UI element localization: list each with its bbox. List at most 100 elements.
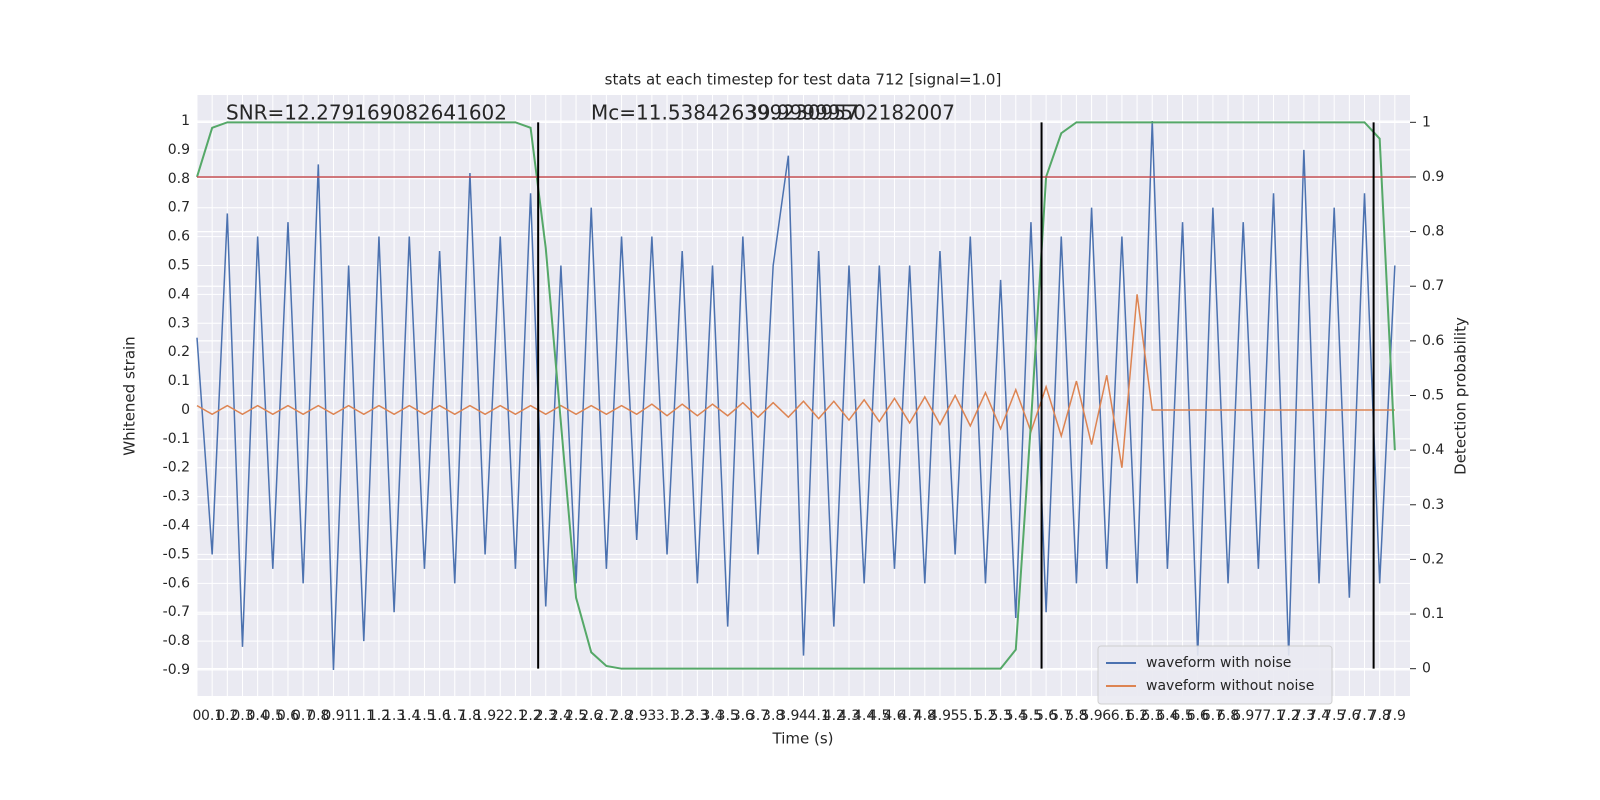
x-tick-label: 2.5	[565, 708, 587, 724]
x-tick-label: 5.7	[1050, 708, 1072, 724]
y-tick-label: 0.1	[168, 373, 190, 389]
y-tick-label: -0.5	[163, 546, 190, 562]
y2-axis-label: Detection probability	[1452, 317, 1470, 475]
x-tick-label: 0.1	[201, 708, 223, 724]
x-tick-label: 0.7	[292, 708, 314, 724]
x-tick-label: 0.8	[307, 708, 329, 724]
y2-tick-label: 0.8	[1422, 224, 1444, 240]
x-tick-label: 6.8	[1217, 708, 1239, 724]
y-tick-label: 0.5	[168, 257, 190, 273]
y-tick-label: -0.8	[163, 633, 190, 649]
y-tick-label: 0.2	[168, 344, 190, 360]
x-tick-label: 2.6	[580, 708, 602, 724]
y-tick-label: 0.8	[168, 171, 190, 187]
x-tick-label: 2.7	[595, 708, 617, 724]
x-tick-label: 7.7	[1353, 708, 1375, 724]
series-line	[196, 294, 1395, 468]
x-tick-label: 7.3	[1293, 708, 1315, 724]
x-tick-label: 1.9	[474, 708, 496, 724]
x-tick-label: 5.2	[974, 708, 996, 724]
x-tick-label: 0.4	[247, 708, 269, 724]
x-tick-label: 6.3	[1141, 708, 1163, 724]
x-tick-label: 7.9	[1384, 708, 1406, 724]
x-tick-label: 1.7	[444, 708, 466, 724]
x-tick-label: 3.1	[656, 708, 678, 724]
annotation: SNR=12.279169082641602	[226, 101, 507, 125]
x-tick-label: 2.9	[626, 708, 648, 724]
x-tick-label: 4.9	[929, 708, 951, 724]
x-tick-label: 0.5	[262, 708, 284, 724]
legend-label: waveform without noise	[1146, 678, 1314, 694]
y-tick-label: 0.6	[168, 229, 190, 245]
x-tick-label: 1.1	[353, 708, 375, 724]
x-tick-label: 6.4	[1156, 708, 1178, 724]
y-tick-label: -0.9	[163, 662, 190, 678]
x-tick-label: 7.8	[1369, 708, 1391, 724]
x-tick-label: 3.2	[671, 708, 693, 724]
x-tick-label: 4.3	[838, 708, 860, 724]
x-tick-label: 2.4	[550, 708, 572, 724]
y2-tick-label: 0	[1422, 661, 1431, 677]
x-tick-label: 7.1	[1262, 708, 1284, 724]
y2-tick-label: 0.4	[1422, 442, 1444, 458]
y-tick-label: 0.9	[168, 142, 190, 158]
x-tick-label: 5.5	[1020, 708, 1042, 724]
x-tick-label: 6.2	[1126, 708, 1148, 724]
y-tick-label: 1	[181, 113, 190, 129]
x-tick-label: 5.9	[1080, 708, 1102, 724]
x-tick-label: 2	[496, 708, 505, 724]
y-tick-label: -0.2	[163, 460, 190, 476]
x-tick-label: 1.2	[368, 708, 390, 724]
x-tick-label: 6.5	[1171, 708, 1193, 724]
y-tick-label: 0.3	[168, 315, 190, 331]
x-tick-label: 6.6	[1187, 708, 1209, 724]
x-tick-label: 0.2	[216, 708, 238, 724]
x-tick-label: 1.6	[428, 708, 450, 724]
y-tick-label: -0.3	[163, 489, 190, 505]
x-tick-label: 2.1	[504, 708, 526, 724]
y-axis-label: Whitened strain	[121, 336, 139, 455]
x-tick-label: 1.4	[398, 708, 420, 724]
marks	[196, 120, 1410, 671]
x-tick-label: 5.8	[1065, 708, 1087, 724]
x-tick-label: 7	[1254, 708, 1263, 724]
x-tick-label: 3.3	[686, 708, 708, 724]
x-tick-label: 1.5	[413, 708, 435, 724]
x-tick-label: 0.3	[231, 708, 253, 724]
y2-tick-label: 0.5	[1422, 388, 1444, 404]
x-tick-label: 6.7	[1202, 708, 1224, 724]
x-tick-label: 7.6	[1338, 708, 1360, 724]
y2-tick-label: 1	[1422, 114, 1431, 130]
y-tick-label: -0.4	[163, 518, 190, 534]
x-tick-label: 3.6	[732, 708, 754, 724]
grid	[196, 95, 1410, 696]
y2-tick-label: 0.7	[1422, 278, 1444, 294]
series-line	[196, 120, 1396, 671]
x-tick-label: 2.3	[535, 708, 557, 724]
x-tick-label: 4	[799, 708, 808, 724]
x-tick-label: 4.8	[914, 708, 936, 724]
x-tick-label: 2.8	[610, 708, 632, 724]
x-tick-label: 0.9	[322, 708, 344, 724]
x-tick-label: 7.5	[1323, 708, 1345, 724]
x-tick-label: 6	[1102, 708, 1111, 724]
legend-box	[1097, 645, 1333, 705]
x-tick-label: 7.4	[1308, 708, 1330, 724]
x-tick-label: 1.3	[383, 708, 405, 724]
x-tick-label: 0	[193, 708, 202, 724]
y-tick-label: -0.1	[163, 431, 190, 447]
x-tick-label: 4.1	[808, 708, 830, 724]
x-tick-label: 4.6	[883, 708, 905, 724]
x-tick-label: 4.2	[823, 708, 845, 724]
x-tick-label: 3.7	[747, 708, 769, 724]
y-tick-label: -0.6	[163, 575, 190, 591]
x-tick-label: 5.1	[959, 708, 981, 724]
series-line	[196, 121, 1396, 670]
x-tick-label: 3	[647, 708, 656, 724]
x-tick-label: 5.4	[1005, 708, 1027, 724]
annotation: Mc=11.538426399230957	[591, 101, 859, 125]
x-tick-label: 5.6	[1035, 708, 1057, 724]
y2-tick-label: 0.9	[1422, 169, 1444, 185]
y-tick-label: 0	[181, 402, 190, 418]
y2-tick-label: 0.3	[1422, 497, 1444, 513]
